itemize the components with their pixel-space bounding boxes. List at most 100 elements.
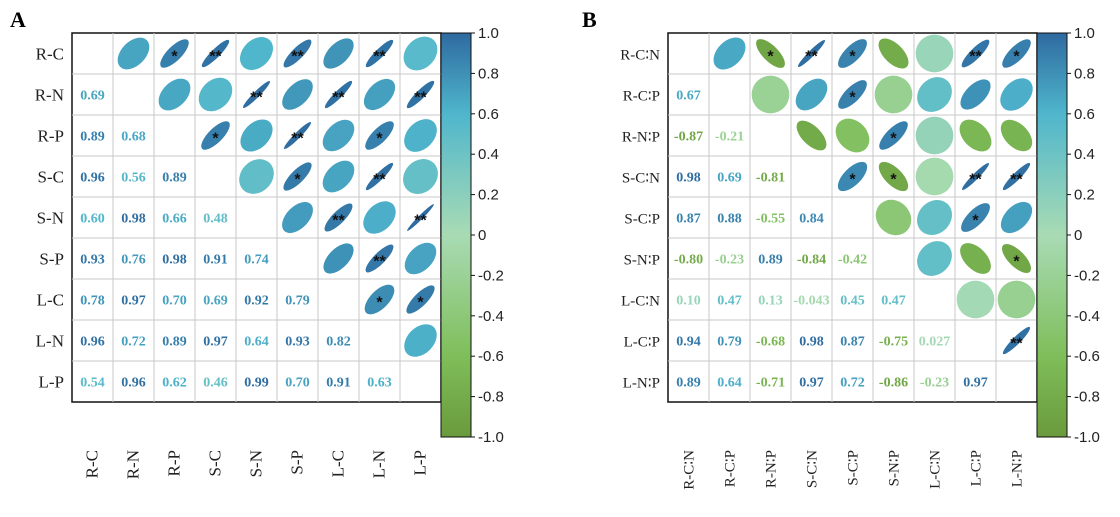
correlation-ellipse (404, 119, 437, 152)
correlation-value: -0.68 (756, 335, 785, 350)
colorbar-tick-label: -0.4 (1074, 308, 1100, 325)
correlation-ellipse (283, 162, 312, 191)
panel-a: A R-C R-N R-P S-C S-N S-P L-C L-N L-P R-C R-N R-P S-C… (10, 7, 504, 479)
colorbar-tick-label: -0.8 (478, 389, 504, 406)
correlation-value: 0.72 (840, 376, 865, 391)
correlation-value: 0.74 (244, 253, 269, 268)
panel-b: B R-C∶N R-C∶P R-N∶P S-C∶N S-C∶P S-N∶P L-C∶N L-C∶… (582, 7, 1100, 490)
correlation-ellipse (406, 285, 435, 314)
correlation-value: -0.87 (674, 130, 703, 145)
significance-star: ** (969, 49, 982, 66)
correlation-ellipse (406, 80, 435, 109)
correlation-value: 0.98 (676, 171, 701, 186)
correlation-ellipse (324, 80, 353, 109)
correlation-ellipse (961, 162, 990, 191)
correlation-value: 0.96 (80, 335, 105, 350)
correlation-ellipse (324, 203, 353, 232)
correlation-ellipse (1000, 201, 1033, 234)
correlation-ellipse (1002, 326, 1031, 355)
correlation-value: 0.48 (203, 212, 228, 227)
significance-star: ** (250, 90, 263, 107)
correlation-ellipse (916, 199, 953, 236)
correlation-ellipse (961, 39, 990, 68)
correlation-value: 0.98 (121, 212, 146, 227)
correlation-ellipse (365, 121, 394, 150)
correlation-value: 0.93 (80, 253, 105, 268)
significance-star: ** (805, 49, 818, 66)
row-label: L-C (37, 291, 64, 310)
significance-star: * (171, 49, 178, 66)
correlation-value: 0.97 (799, 376, 824, 391)
correlation-ellipse (282, 202, 313, 233)
correlation-ellipse (956, 280, 995, 319)
correlation-ellipse (838, 39, 867, 68)
correlation-ellipse (915, 116, 954, 155)
correlation-ellipse (997, 280, 1036, 319)
significance-star: ** (969, 172, 982, 189)
correlation-ellipse (160, 39, 189, 68)
correlation-ellipse (403, 36, 438, 71)
correlation-value: 0.13 (758, 294, 783, 309)
significance-star: ** (373, 172, 386, 189)
column-label: L-P (411, 450, 430, 476)
correlation-ellipse (117, 37, 150, 70)
correlation-ellipse (875, 199, 912, 236)
column-label: L-C (329, 450, 348, 477)
column-label: S-C∶N (805, 450, 821, 488)
significance-star: ** (414, 213, 427, 230)
correlation-ellipse (404, 242, 437, 275)
significance-star: ** (373, 49, 386, 66)
correlation-value: 0.91 (326, 376, 351, 391)
significance-star: * (212, 131, 219, 148)
significance-star: * (376, 131, 383, 148)
colorbar-tick-label: 0.4 (1074, 146, 1095, 163)
correlation-ellipse (1002, 162, 1031, 191)
correlation-value: 0.87 (840, 335, 865, 350)
column-label: R-C∶P (723, 450, 739, 487)
significance-star: ** (332, 213, 345, 230)
colorbar-tick-label: 1.0 (1074, 25, 1095, 42)
correlation-ellipse (201, 121, 230, 150)
correlation-ellipse (283, 121, 312, 150)
column-label: S-N (247, 450, 266, 477)
colorbar-tick-label: -0.2 (1074, 267, 1100, 284)
correlation-value: 0.88 (717, 212, 742, 227)
significance-star: * (849, 172, 856, 189)
significance-star: * (767, 49, 774, 66)
colorbar (1036, 32, 1068, 438)
correlation-value: -0.23 (920, 376, 949, 391)
significance-star: * (376, 295, 383, 312)
significance-star: ** (291, 49, 304, 66)
correlation-ellipse (365, 162, 394, 191)
correlation-ellipse (365, 39, 394, 68)
correlation-value: 0.97 (121, 294, 146, 309)
correlation-ellipse (283, 39, 312, 68)
correlation-value: 0.98 (799, 335, 824, 350)
row-label: R-C∶P (623, 89, 660, 105)
significance-star: ** (291, 131, 304, 148)
correlation-ellipse (917, 77, 952, 112)
correlation-ellipse (961, 203, 990, 232)
correlation-ellipse (323, 243, 354, 274)
significance-star: * (849, 49, 856, 66)
correlation-ellipse (878, 38, 909, 69)
column-label: L-N (370, 450, 389, 478)
colorbar-tick-label: 0.6 (1074, 106, 1095, 123)
row-label: L-C∶P (624, 335, 660, 351)
panel-label: A (10, 7, 26, 32)
correlation-ellipse (756, 39, 785, 68)
correlation-ellipse (242, 80, 271, 109)
correlation-value: 0.60 (80, 212, 105, 227)
colorbar-tick-label: 0.8 (478, 65, 499, 82)
colorbar-tick-label: -0.2 (478, 267, 504, 284)
significance-star: * (1013, 49, 1020, 66)
correlation-value: 0.92 (244, 294, 269, 309)
correlation-ellipse (407, 204, 434, 231)
row-label: R-P (38, 127, 64, 146)
column-label: R-N (124, 450, 143, 479)
correlation-ellipse (363, 78, 396, 111)
correlation-value: 0.62 (162, 376, 187, 391)
correlation-ellipse (201, 39, 230, 68)
correlation-ellipse (322, 119, 355, 152)
